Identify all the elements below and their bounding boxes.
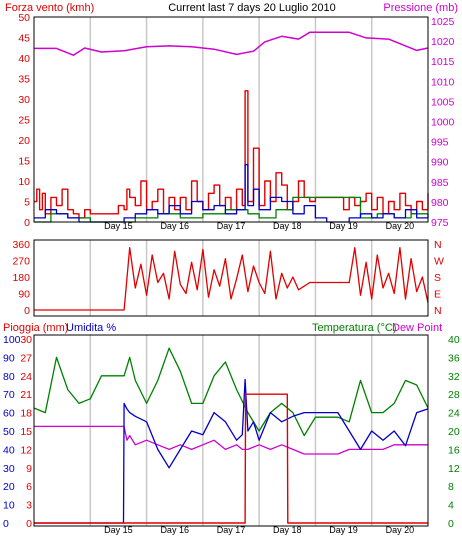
temperature-tick-label: 8 — [448, 481, 454, 493]
pressure-tick-label: 990 — [431, 157, 449, 169]
rain-tick-label: 12 — [20, 444, 32, 456]
x-tick-label: Day 17 — [217, 525, 246, 535]
temperature-tick-label: 20 — [448, 426, 460, 438]
x-tick-label: Day 20 — [386, 525, 415, 535]
humidity-tick-label: 0 — [3, 518, 9, 530]
rain-tick-label: 6 — [26, 481, 32, 493]
compass-tick-label: W — [434, 256, 444, 268]
pressure-tick-label: 1005 — [431, 96, 455, 108]
compass-tick-label: N — [434, 305, 442, 317]
wind-tick-label: 15 — [18, 156, 30, 168]
x-tick-label: Day 18 — [273, 221, 302, 231]
temperature-line — [33, 347, 429, 437]
panel-frames — [33, 16, 429, 527]
wind-tick-label: 45 — [18, 33, 30, 45]
direction-tick-label: 0 — [24, 305, 30, 317]
humidity-axis-title: Umidita % — [66, 322, 116, 334]
humidity-tick-label: 10 — [3, 500, 15, 512]
x-tick-label: Day 15 — [104, 525, 133, 535]
x-tick-label: Day 19 — [329, 525, 358, 535]
temperature-tick-label: 0 — [448, 518, 454, 530]
x-tick-label: Day 19 — [329, 221, 358, 231]
compass-tick-label: N — [434, 239, 442, 251]
rain-tick-label: 0 — [26, 518, 32, 530]
rain-line — [34, 393, 428, 524]
wind-axis-title: Forza vento (kmh) — [5, 2, 94, 14]
temperature-tick-label: 36 — [448, 352, 460, 364]
rain-tick-label: 24 — [20, 371, 32, 383]
pressure-tick-label: 1010 — [431, 76, 455, 88]
dewpoint-line — [34, 425, 428, 455]
wind-gust-line — [34, 90, 429, 219]
humidity-tick-label: 40 — [3, 444, 15, 456]
rain-tick-label: 30 — [20, 334, 32, 346]
wind-tick-label: 30 — [18, 94, 30, 106]
temperature-tick-label: 28 — [448, 389, 460, 401]
humidity-tick-label: 70 — [3, 389, 15, 401]
pressure-tick-label: 1000 — [431, 117, 455, 129]
pressure-tick-label: 1025 — [431, 16, 455, 28]
pressure-axis-title: Pressione (mb) — [383, 2, 458, 14]
x-tick-label: Day 15 — [104, 221, 133, 231]
direction-tick-label: 90 — [18, 289, 30, 301]
panel-frame — [33, 239, 429, 317]
humidity-tick-label: 60 — [3, 408, 15, 420]
rain-tick-label: 21 — [20, 389, 32, 401]
panel-frame — [33, 16, 429, 223]
pressure-tick-label: 975 — [431, 217, 449, 229]
rain-tick-label: 27 — [20, 352, 32, 364]
temperature-tick-label: 32 — [448, 371, 460, 383]
tick-labels: Day 15 Day 16 Day 17 Day 18 Day 19 Day 20 Day … — [3, 12, 460, 535]
wind-tick-label: 10 — [18, 176, 30, 188]
direction-tick-label: 360 — [12, 239, 30, 251]
pressure-tick-label: 980 — [431, 197, 449, 209]
wind-tick-label: 0 — [24, 217, 30, 229]
rain-axis-title: Pioggia (mm) — [3, 322, 68, 334]
pressure-tick-label: 1020 — [431, 36, 455, 48]
temperature-tick-label: 4 — [448, 500, 454, 512]
wind-tick-label: 40 — [18, 53, 30, 65]
temperature-tick-label: 40 — [448, 334, 460, 346]
wind-tick-label: 50 — [18, 12, 30, 24]
compass-tick-label: S — [434, 272, 441, 284]
wind-tick-label: 20 — [18, 135, 30, 147]
direction-tick-label: 270 — [12, 256, 30, 268]
temperature-axis-title: Temperatura (°C) — [312, 322, 396, 334]
rain-tick-label: 15 — [20, 426, 32, 438]
x-tick-label: Day 17 — [217, 221, 246, 231]
compass-tick-label: E — [434, 289, 441, 301]
temperature-tick-label: 16 — [448, 444, 460, 456]
humidity-tick-label: 30 — [3, 463, 15, 475]
humidity-tick-label: 90 — [3, 352, 15, 364]
pressure-tick-label: 985 — [431, 177, 449, 189]
humidity-tick-label: 50 — [3, 426, 15, 438]
x-tick-label: Day 18 — [273, 525, 302, 535]
humidity-tick-label: 20 — [3, 481, 15, 493]
wind-tick-label: 5 — [24, 197, 30, 209]
pressure-line — [34, 31, 429, 56]
rain-tick-label: 3 — [26, 500, 32, 512]
pressure-tick-label: 1015 — [431, 56, 455, 68]
humidity-line — [34, 378, 429, 524]
direction-tick-label: 180 — [12, 272, 30, 284]
pressure-tick-label: 995 — [431, 137, 449, 149]
temperature-tick-label: 24 — [448, 408, 460, 420]
humidity-tick-label: 80 — [3, 371, 15, 383]
rain-tick-label: 18 — [20, 408, 32, 420]
wind-direction-line — [34, 247, 429, 311]
rain-tick-label: 9 — [26, 463, 32, 475]
humidity-tick-label: 100 — [3, 334, 21, 346]
wind-tick-label: 35 — [18, 74, 30, 86]
panel-frame — [33, 334, 429, 527]
x-tick-label: Day 16 — [160, 221, 189, 231]
dewpoint-axis-title: Dew Point — [392, 322, 442, 334]
temperature-tick-label: 12 — [448, 463, 460, 475]
x-tick-label: Day 20 — [386, 221, 415, 231]
x-tick-label: Day 16 — [160, 525, 189, 535]
wind-tick-label: 25 — [18, 115, 30, 127]
chart-title: Current last 7 days 20 Luglio 2010 — [168, 2, 336, 14]
